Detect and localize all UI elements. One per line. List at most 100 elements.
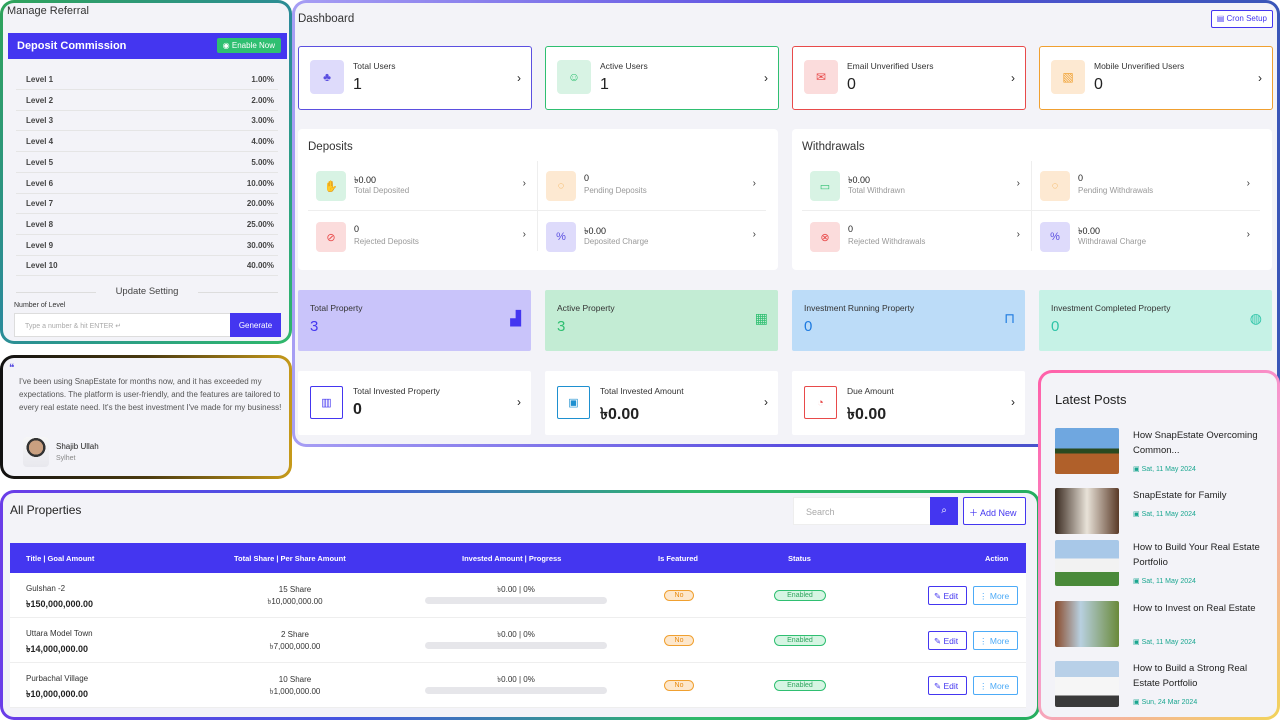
withdrawals-value: ৳0.00 — [848, 175, 870, 185]
invest-card[interactable]: ◔ Due Amount ৳0.00 › — [792, 371, 1025, 435]
withdrawals-icon: ▭ — [810, 171, 840, 201]
property-card[interactable]: Investment Completed Property 0 ◍ — [1039, 290, 1272, 351]
column-header: Total Share | Per Share Amount — [234, 554, 346, 563]
property-icon: ▦ — [754, 310, 768, 326]
deposits-item[interactable]: ⊘ 0 Rejected Deposits › — [308, 212, 534, 262]
level-value: 20.00% — [246, 199, 274, 209]
per-share-amount: ৳1,000,000.00 — [269, 687, 321, 696]
column-header: Is Featured — [658, 554, 699, 563]
post-title: How to Invest on Real Estate — [1133, 603, 1256, 614]
featured-badge: No — [664, 680, 694, 691]
edit-button[interactable]: ✎ Edit — [928, 586, 967, 605]
post-item[interactable]: SnapEstate for Family ▣ Sat, 11 May 2024 — [1055, 488, 1275, 538]
stat-icon: ♣ — [310, 60, 344, 94]
level-label: Level 7 — [26, 199, 54, 209]
post-item[interactable]: How SnapEstate Overcoming Common... ▣ Sat… — [1055, 428, 1275, 478]
number-of-level-input[interactable]: Type a number & hit ENTER ↵ — [14, 313, 231, 337]
invest-card[interactable]: ▥ Total Invested Property 0 › — [298, 371, 531, 435]
post-title: How SnapEstate Overcoming Common... — [1133, 430, 1258, 456]
withdrawals-label: Pending Withdrawals — [1078, 186, 1154, 195]
stat-card[interactable]: ▧ Mobile Unverified Users 0 › — [1039, 46, 1273, 110]
withdrawals-label: Rejected Withdrawals — [848, 237, 926, 246]
withdrawals-icon: ⊗ — [810, 222, 840, 252]
page-title: Dashboard — [298, 13, 355, 25]
search-button[interactable]: ⌕ — [930, 497, 958, 525]
progress-bar — [425, 687, 607, 694]
property-title: Gulshan -2 — [26, 584, 66, 593]
add-new-button[interactable]: ＋ Add New — [963, 497, 1026, 525]
table-header: Title | Goal Amount Total Share | Per Sh… — [10, 543, 1026, 573]
share-info: 15 Share ৳10,000,000.00 — [230, 584, 360, 608]
invest-card-label: Total Invested Amount — [600, 386, 684, 396]
deposits-item[interactable]: ◌ 0 Pending Deposits › — [538, 161, 764, 211]
stat-value: 1 — [600, 76, 609, 93]
progress-bar — [425, 597, 607, 604]
property-card[interactable]: Investment Running Property 0 ⊓ — [792, 290, 1025, 351]
more-button[interactable]: ⋮ More — [973, 676, 1018, 695]
deposits-icon: ✋ — [316, 171, 346, 201]
deposit-commission-header: Deposit Commission ◉ Enable Now — [8, 33, 287, 59]
post-thumbnail — [1055, 661, 1119, 707]
featured-badge: No — [664, 590, 694, 601]
calendar-icon: ▣ — [1133, 639, 1142, 646]
post-title: How to Build Your Real Estate Portfolio — [1133, 542, 1260, 568]
withdrawals-item[interactable]: ◌ 0 Pending Withdrawals › — [1032, 161, 1258, 211]
testimonial-location: Sylhet — [56, 455, 76, 462]
progress-bar — [425, 642, 607, 649]
referral-frame: Manage Referral Deposit Commission ◉ Ena… — [0, 0, 292, 344]
avatar — [23, 437, 49, 467]
stat-label: Email Unverified Users — [847, 61, 934, 71]
divider — [537, 161, 538, 251]
deposits-item[interactable]: % ৳0.00 Deposited Charge › — [538, 212, 764, 262]
stat-card[interactable]: ☺ Active Users 1 › — [545, 46, 779, 110]
number-of-level-label: Number of Level — [14, 302, 66, 309]
properties-title: All Properties — [10, 503, 82, 517]
post-item[interactable]: How to Build Your Real Estate Portfolio ▣… — [1055, 540, 1275, 590]
chevron-right-icon: › — [522, 178, 526, 189]
table-row: Purbachal Village ৳10,000,000.00 10 Share ৳… — [10, 663, 1026, 708]
invest-card-label: Total Invested Property — [353, 386, 440, 396]
level-label: Level 1 — [26, 75, 54, 84]
property-icon: ◍ — [1249, 310, 1262, 326]
stat-card[interactable]: ✉ Email Unverified Users 0 › — [792, 46, 1026, 110]
more-button[interactable]: ⋮ More — [973, 586, 1018, 605]
cron-setup-button[interactable]: ▤ Cron Setup — [1210, 10, 1273, 28]
invest-card[interactable]: ▣ Total Invested Amount ৳0.00 › — [545, 371, 778, 435]
search-input[interactable]: Search — [793, 497, 931, 525]
post-item[interactable]: How to Invest on Real Estate ▣ Sat, 11 Ma… — [1055, 601, 1275, 651]
property-card[interactable]: Active Property 3 ▦ — [545, 290, 778, 351]
more-button[interactable]: ⋮ More — [973, 631, 1018, 650]
pencil-icon: ✎ — [934, 636, 944, 646]
goal-amount: ৳14,000,000.00 — [26, 644, 89, 654]
chevron-right-icon: › — [1258, 71, 1262, 85]
property-card[interactable]: Total Property 3 ▟ — [298, 290, 531, 351]
post-item[interactable]: How to Build a Strong Real Estate Portfo… — [1055, 661, 1275, 711]
deposits-item[interactable]: ✋ ৳0.00 Total Deposited › — [308, 161, 534, 211]
withdrawals-value: ৳0.00 — [1078, 226, 1100, 236]
withdrawals-item[interactable]: % ৳0.00 Withdrawal Charge › — [1032, 212, 1258, 262]
more-icon: ⋮ — [979, 681, 990, 691]
post-date: ▣ Sat, 11 May 2024 — [1133, 466, 1196, 473]
withdrawals-item[interactable]: ▭ ৳0.00 Total Withdrawn › — [802, 161, 1028, 211]
level-row: Level 10 40.00% — [16, 255, 278, 277]
level-row: Level 7 20.00% — [16, 193, 278, 215]
level-value: 2.00% — [251, 95, 274, 105]
enable-now-button[interactable]: ◉ Enable Now — [216, 38, 281, 53]
generate-button[interactable]: Generate — [230, 313, 281, 337]
edit-button[interactable]: ✎ Edit — [928, 631, 967, 650]
deposits-label: Total Deposited — [354, 186, 410, 195]
withdrawals-item[interactable]: ⊗ 0 Rejected Withdrawals › — [802, 212, 1028, 262]
post-date: ▣ Sat, 11 May 2024 — [1133, 511, 1196, 518]
deposits-label: Deposited Charge — [584, 237, 649, 246]
properties-frame: All Properties Search ⌕ ＋ Add New Title … — [0, 490, 1040, 720]
post-thumbnail — [1055, 601, 1119, 647]
column-header: Action — [985, 554, 1009, 563]
withdrawals-icon: % — [1040, 222, 1070, 252]
withdrawals-value: 0 — [1078, 173, 1084, 183]
stat-card[interactable]: ♣ Total Users 1 › — [298, 46, 532, 110]
edit-button[interactable]: ✎ Edit — [928, 676, 967, 695]
chevron-right-icon: › — [764, 71, 768, 85]
pencil-icon: ✎ — [934, 681, 944, 691]
level-value: 30.00% — [246, 240, 274, 250]
withdrawals-title: Withdrawals — [802, 141, 865, 153]
